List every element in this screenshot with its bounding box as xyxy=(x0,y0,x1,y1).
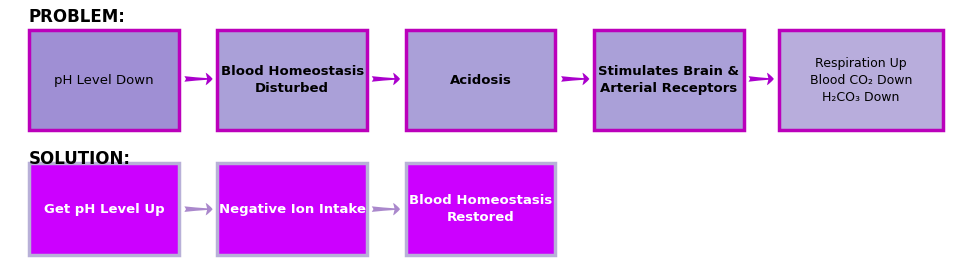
Text: Respiration Up
Blood CO₂ Down
H₂CO₃ Down: Respiration Up Blood CO₂ Down H₂CO₃ Down xyxy=(810,57,912,104)
Text: Get pH Level Up: Get pH Level Up xyxy=(43,203,164,216)
FancyBboxPatch shape xyxy=(406,163,555,255)
Text: Blood Homeostasis
Restored: Blood Homeostasis Restored xyxy=(409,194,553,224)
FancyBboxPatch shape xyxy=(217,163,367,255)
FancyBboxPatch shape xyxy=(594,30,744,130)
Text: pH Level Down: pH Level Down xyxy=(54,74,154,87)
FancyBboxPatch shape xyxy=(217,30,367,130)
Text: Negative Ion Intake: Negative Ion Intake xyxy=(218,203,366,216)
FancyBboxPatch shape xyxy=(406,30,555,130)
Text: Acidosis: Acidosis xyxy=(449,74,512,87)
Text: SOLUTION:: SOLUTION: xyxy=(29,150,131,168)
Text: Blood Homeostasis
Disturbed: Blood Homeostasis Disturbed xyxy=(220,65,364,95)
FancyBboxPatch shape xyxy=(29,30,179,130)
Text: PROBLEM:: PROBLEM: xyxy=(29,8,126,26)
FancyBboxPatch shape xyxy=(29,163,179,255)
FancyBboxPatch shape xyxy=(779,30,943,130)
Text: Stimulates Brain &
Arterial Receptors: Stimulates Brain & Arterial Receptors xyxy=(599,65,739,95)
